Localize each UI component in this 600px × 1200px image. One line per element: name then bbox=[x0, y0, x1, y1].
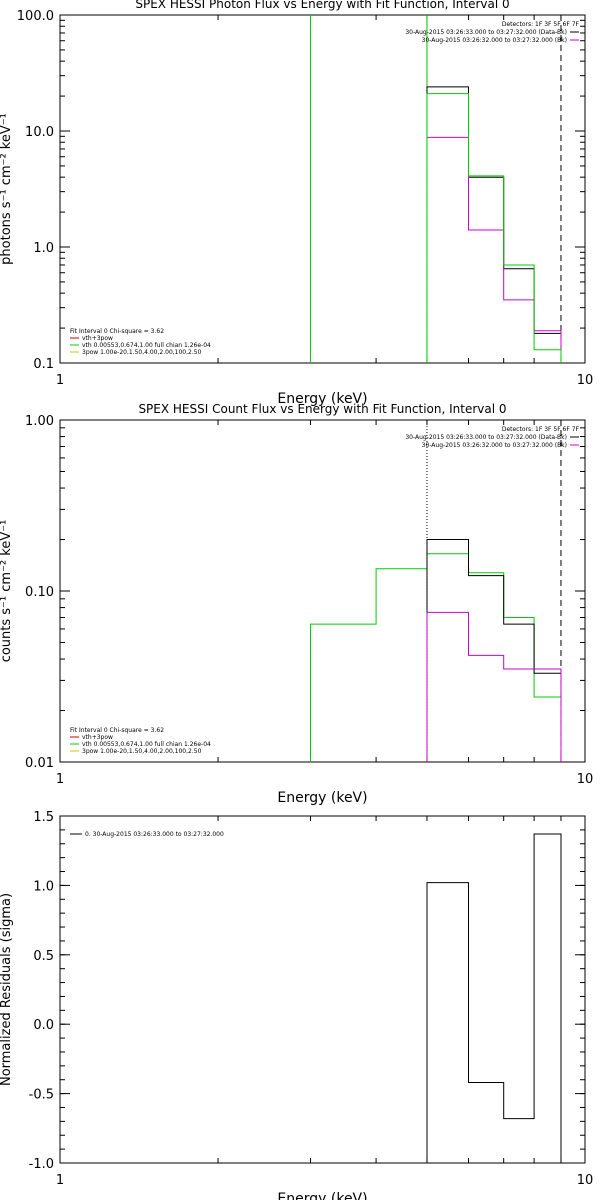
y-tick-label: 1.0 bbox=[33, 879, 54, 894]
legend-text: 0. 30-Aug-2015 03:26:33.000 to 03:27:32.… bbox=[85, 831, 224, 838]
y-tick-label: 0.5 bbox=[33, 949, 54, 964]
x-tick-label: 10 bbox=[577, 1173, 594, 1188]
panel-1: SPEX HESSI Photon Flux vs Energy with Fi… bbox=[0, 0, 593, 407]
y-tick-label: 1.5 bbox=[33, 810, 54, 825]
fit-header-text: Fit Interval 0 Chi-square = 3.62 bbox=[70, 328, 164, 335]
y-tick-label: -0.5 bbox=[29, 1088, 54, 1103]
fit-header-text: Fit Interval 0 Chi-square = 3.62 bbox=[70, 727, 164, 734]
detectors-text: Detectors: 1F 3F 5F 6F 7F bbox=[502, 21, 580, 28]
panel-2: SPEX HESSI Count Flux vs Energy with Fit… bbox=[0, 402, 593, 806]
histogram-series bbox=[426, 611, 562, 762]
y-tick-label: 0.10 bbox=[25, 585, 54, 600]
fit-item-label: vth 0.00553,0.674,1.00 full chian 1.26e-… bbox=[82, 741, 211, 748]
histogram-series bbox=[426, 93, 562, 363]
fit-item-label: vth 0.00553,0.674,1.00 full chian 1.26e-… bbox=[82, 342, 211, 349]
y-tick-label: 100.0 bbox=[17, 9, 54, 24]
bk-interval-text: 30-Aug-2015 03:26:32.000 to 03:27:32.000… bbox=[422, 37, 567, 44]
y-tick-label: 0.0 bbox=[33, 1018, 54, 1033]
histogram-series bbox=[426, 136, 562, 363]
y-tick-label: 1.00 bbox=[25, 414, 54, 429]
histogram-series bbox=[426, 833, 562, 1163]
fit-item-label: vth+3pow bbox=[82, 335, 113, 342]
data-interval-text: 30-Aug-2015 03:26:33.000 to 03:27:32.000… bbox=[405, 434, 567, 441]
x-tick-label: 10 bbox=[577, 772, 594, 787]
x-axis-label: Energy (keV) bbox=[277, 391, 367, 407]
chart-title: SPEX HESSI Count Flux vs Energy with Fit… bbox=[138, 402, 506, 416]
histogram-series bbox=[310, 553, 562, 762]
y-axis-label: counts s⁻¹ cm⁻² keV⁻¹ bbox=[0, 520, 14, 663]
y-tick-label: 0.01 bbox=[25, 756, 54, 771]
data-interval-text: 30-Aug-2015 03:26:33.000 to 03:27:32.000… bbox=[405, 29, 567, 36]
detectors-text: Detectors: 1F 3F 5F 6F 7F bbox=[502, 426, 580, 433]
y-tick-label: 1.0 bbox=[33, 241, 54, 256]
y-tick-label: -1.0 bbox=[29, 1157, 54, 1172]
fit-item-label: vth+3pow bbox=[82, 734, 113, 741]
x-axis-label: Energy (keV) bbox=[277, 790, 367, 806]
x-tick-label: 1 bbox=[56, 772, 64, 787]
plot-frame bbox=[59, 14, 586, 364]
y-axis-label: photons s⁻¹ cm⁻² keV⁻¹ bbox=[0, 113, 14, 265]
x-tick-label: 10 bbox=[577, 373, 594, 388]
x-tick-label: 1 bbox=[56, 1173, 64, 1188]
fit-item-label: 3pow 1.00e-20,1.50,4.00,2.00,100,2.50 bbox=[82, 349, 202, 356]
histogram-series bbox=[426, 539, 562, 762]
y-tick-label: 10.0 bbox=[25, 125, 54, 140]
y-axis-label: Normalized Residuals (sigma) bbox=[0, 893, 14, 1086]
x-tick-label: 1 bbox=[56, 373, 64, 388]
bk-interval-text: 30-Aug-2015 03:26:32.000 to 03:27:32.000… bbox=[422, 442, 567, 449]
chart-title: SPEX HESSI Photon Flux vs Energy with Fi… bbox=[135, 0, 509, 11]
fit-item-label: 3pow 1.00e-20,1.50,4.00,2.00,100,2.50 bbox=[82, 748, 202, 755]
panel-3: 1 10 Energy (keV) -1.0 -0.5 0.0 0.5 1.0 1.5 Norma… bbox=[0, 810, 593, 1200]
plot-frame bbox=[59, 815, 586, 1164]
y-tick-label: 0.1 bbox=[33, 357, 54, 372]
x-axis-label: Energy (keV) bbox=[277, 1191, 367, 1200]
histogram-series bbox=[426, 86, 562, 363]
plot-frame bbox=[59, 419, 586, 763]
